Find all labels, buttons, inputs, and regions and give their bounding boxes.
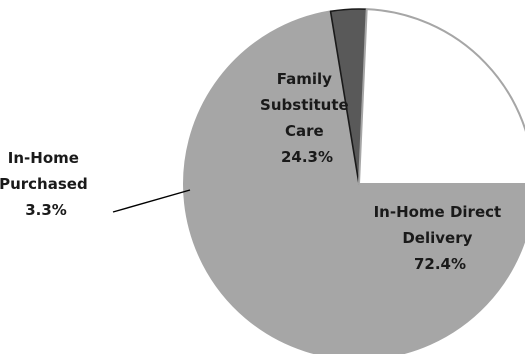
slice-value-label: 24.3% bbox=[281, 148, 333, 166]
pie-slices bbox=[183, 8, 525, 354]
pie-slice-in-home-direct-delivery bbox=[183, 10, 525, 354]
label-line: Purchased bbox=[0, 175, 88, 193]
slice-label-family-substitute-care: Family Substitute Care 24.3% bbox=[260, 70, 354, 166]
slice-value-label: 72.4% bbox=[414, 255, 466, 273]
label-line: Substitute bbox=[260, 96, 349, 114]
label-line: In-Home bbox=[8, 149, 79, 167]
label-line: In-Home Direct bbox=[374, 203, 502, 221]
slice-value-label: 3.3% bbox=[25, 201, 67, 219]
label-line: Delivery bbox=[402, 229, 472, 247]
label-line: Family bbox=[277, 70, 332, 88]
leader-line-in-home-purchased bbox=[112, 189, 191, 213]
slice-label-in-home-purchased: In-Home Purchased 3.3% bbox=[0, 149, 93, 219]
label-line: Care bbox=[285, 122, 324, 140]
pie-slice-family-substitute-care bbox=[358, 8, 525, 185]
slice-label-in-home-direct-delivery: In-Home Direct Delivery 72.4% bbox=[374, 203, 507, 273]
